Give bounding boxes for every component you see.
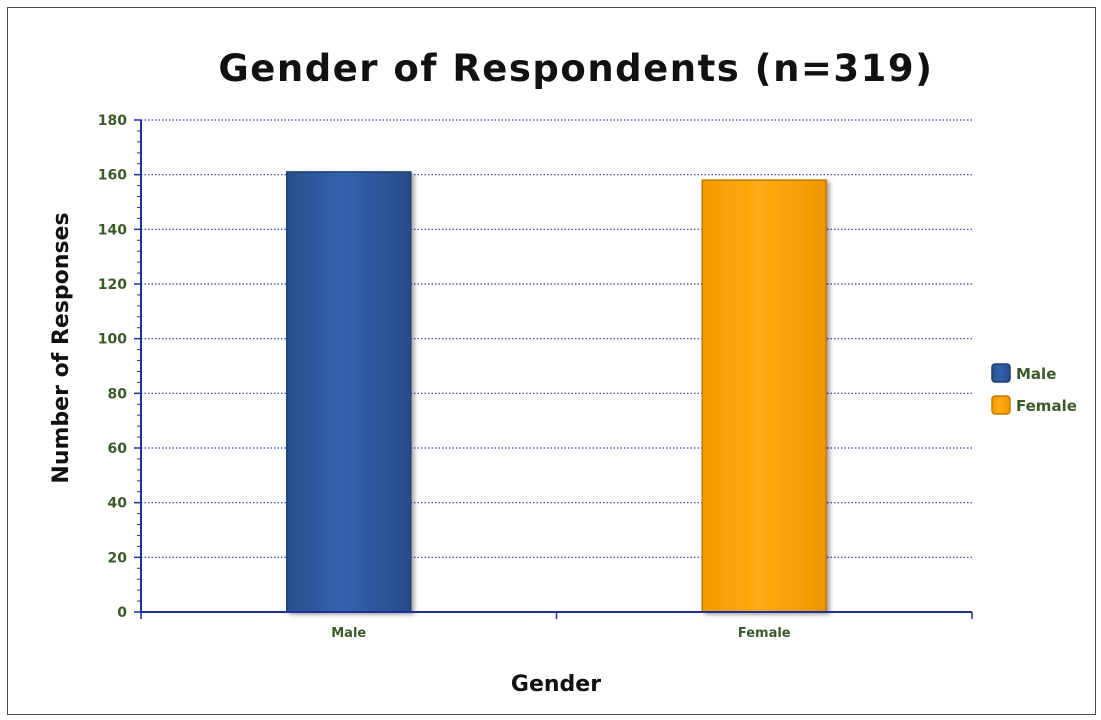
bar-male: [286, 171, 412, 613]
y-tick-label: 160: [98, 168, 127, 184]
x-axis-title: Gender: [511, 672, 601, 697]
legend: Male Female: [991, 363, 1077, 415]
y-tick-label: 40: [108, 496, 128, 512]
y-tick-label: 180: [98, 113, 127, 129]
y-tick-label: 120: [98, 277, 127, 293]
legend-label-female: Female: [1016, 397, 1077, 415]
y-tick-label: 20: [108, 550, 128, 566]
grid-lines: [141, 119, 972, 558]
y-tick-labels: 0 20 40 60 80 100 120 140 160 180: [98, 113, 127, 621]
x-category-label: Male: [331, 626, 366, 641]
bar-female: [701, 179, 827, 613]
y-tick-label: 100: [98, 332, 127, 348]
x-category-label: Female: [738, 626, 791, 641]
chart-title: Gender of Respondents (n=319): [218, 47, 933, 90]
bars: [286, 171, 827, 613]
x-category-labels: Male Female: [331, 626, 791, 641]
y-axis-title: Number of Responses: [49, 212, 74, 483]
legend-swatch-male: [991, 363, 1011, 383]
legend-swatch-female: [991, 395, 1011, 415]
chart-frame: [7, 7, 1096, 715]
y-tick-label: 60: [108, 441, 128, 457]
y-tick-label: 0: [117, 605, 127, 621]
y-tick-label: 140: [98, 222, 127, 238]
axes: [134, 119, 973, 619]
legend-label-male: Male: [1016, 365, 1056, 383]
y-tick-label: 80: [108, 386, 128, 402]
